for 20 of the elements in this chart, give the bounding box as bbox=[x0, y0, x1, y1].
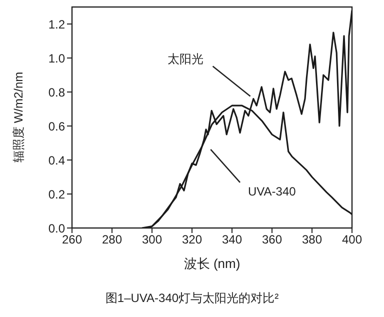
y-tick-label: 0.0 bbox=[48, 221, 66, 236]
x-axis-title: 波长 (nm) bbox=[184, 256, 240, 271]
y-tick-label: 1.2 bbox=[48, 17, 66, 32]
x-tick-label: 400 bbox=[342, 232, 362, 247]
text: 图1–UVA-340灯与太阳光的对比² bbox=[104, 290, 280, 307]
y-tick-label: 0.4 bbox=[48, 153, 66, 168]
x-tick-label: 300 bbox=[142, 232, 162, 247]
y-tick-label: 0.6 bbox=[48, 119, 66, 134]
annotation: 太阳光 bbox=[167, 52, 204, 66]
x-tick-label: 380 bbox=[302, 232, 322, 247]
y-tick-label: 0.8 bbox=[48, 85, 66, 100]
y-tick-label: 1.0 bbox=[48, 51, 66, 66]
annotation: UVA-340 bbox=[248, 184, 296, 198]
y-axis-title: 辐照度 W/m2/nm bbox=[11, 72, 26, 162]
x-tick-label: 320 bbox=[182, 232, 202, 247]
y-tick-label: 0.2 bbox=[48, 187, 66, 202]
x-tick-label: 340 bbox=[222, 232, 242, 247]
x-tick-label: 360 bbox=[262, 232, 282, 247]
x-tick-label: 260 bbox=[62, 232, 82, 247]
x-tick-label: 280 bbox=[102, 232, 122, 247]
